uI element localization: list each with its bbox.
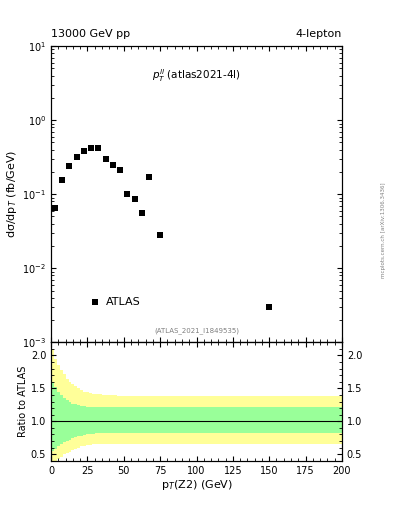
- X-axis label: p$_{T}$(Z2) (GeV): p$_{T}$(Z2) (GeV): [160, 478, 233, 493]
- Text: 4-lepton: 4-lepton: [296, 29, 342, 39]
- Y-axis label: dσ/dp$_{T}$ (fb/GeV): dσ/dp$_{T}$ (fb/GeV): [6, 150, 20, 238]
- Point: [66, 162, 72, 170]
- Text: ATLAS: ATLAS: [107, 297, 141, 307]
- Point: [132, 195, 138, 203]
- Point: [103, 155, 109, 163]
- Point: [266, 303, 272, 311]
- Point: [124, 190, 130, 198]
- Point: [157, 231, 163, 239]
- Point: [117, 166, 123, 175]
- Point: [73, 153, 80, 161]
- Point: [146, 173, 152, 181]
- Point: [110, 161, 116, 169]
- Point: [88, 144, 94, 152]
- Text: 13000 GeV pp: 13000 GeV pp: [51, 29, 130, 39]
- Point: [51, 204, 58, 212]
- Text: (ATLAS_2021_I1849535): (ATLAS_2021_I1849535): [154, 327, 239, 334]
- Y-axis label: Ratio to ATLAS: Ratio to ATLAS: [18, 366, 28, 437]
- Text: $p_T^{ll}$ (atlas2021-4l): $p_T^{ll}$ (atlas2021-4l): [152, 67, 241, 84]
- Point: [139, 209, 145, 218]
- Point: [81, 147, 87, 155]
- Point: [59, 176, 65, 184]
- Point: [95, 144, 101, 152]
- Text: mcplots.cern.ch [arXiv:1306.3436]: mcplots.cern.ch [arXiv:1306.3436]: [381, 183, 386, 278]
- Point: [92, 298, 98, 306]
